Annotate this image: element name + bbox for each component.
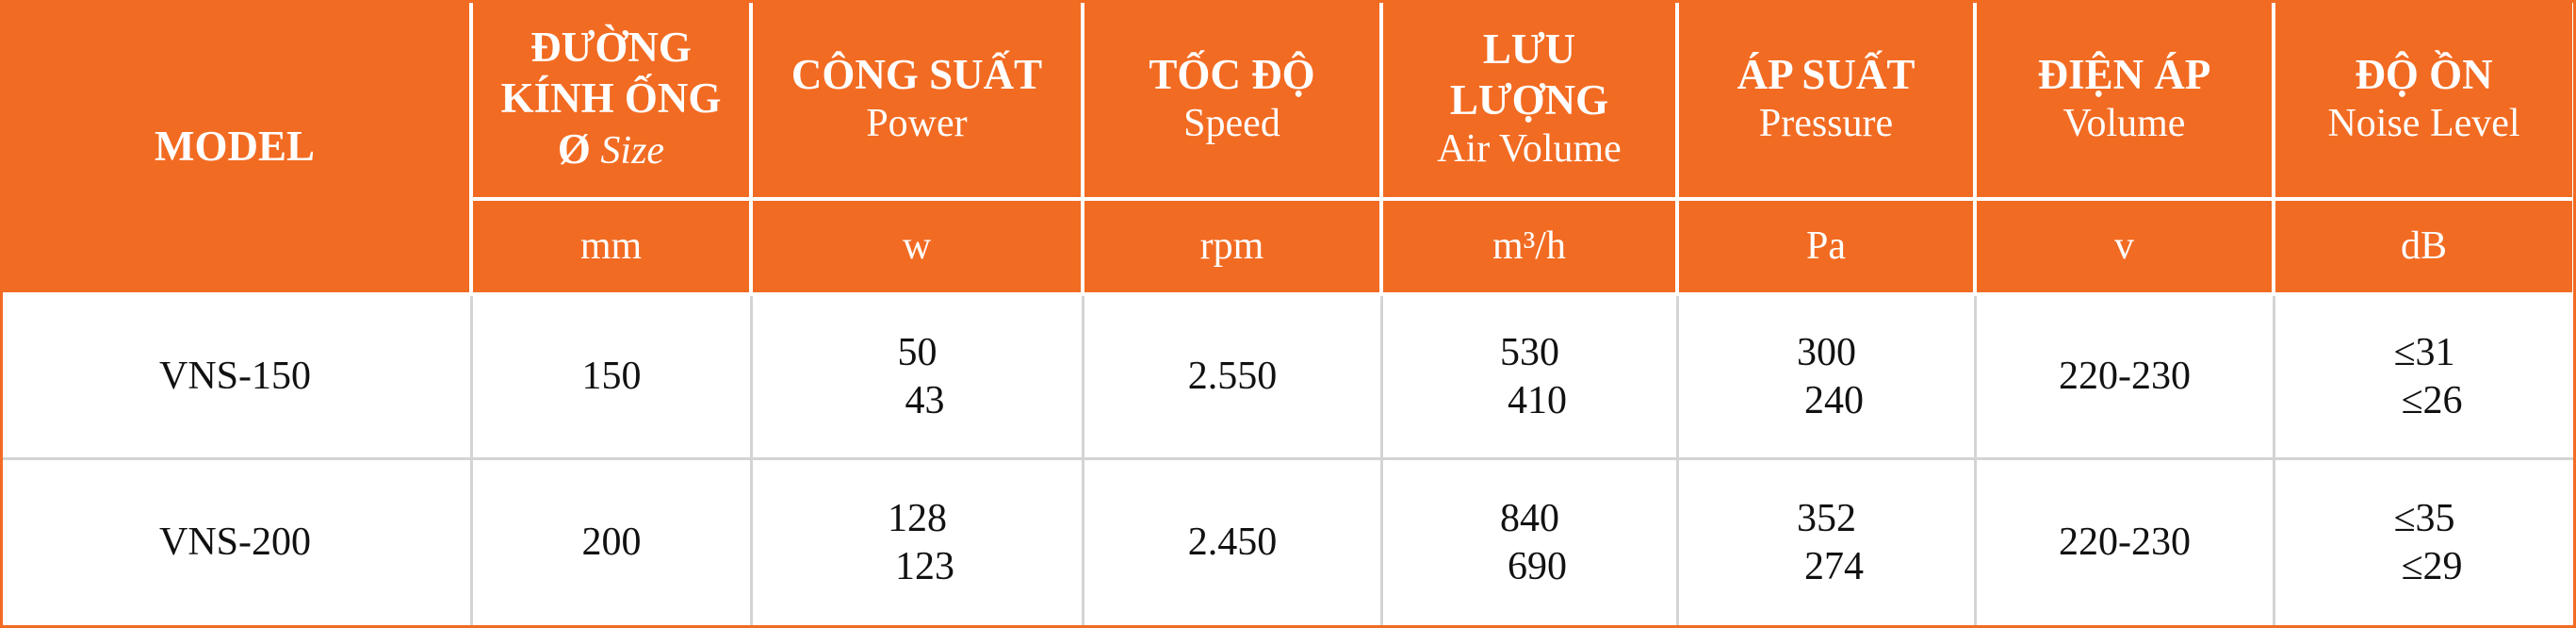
header-subtitle: Air Volume — [1437, 127, 1622, 172]
unit: Pa — [1806, 224, 1846, 269]
unit: m³/h — [1492, 224, 1566, 269]
unit-cell: m³/h — [1383, 201, 1679, 296]
data-cell: 50 43 — [753, 296, 1084, 460]
cell-value: ≤29 — [2401, 544, 2463, 588]
header-subtitle: Speed — [1183, 102, 1280, 146]
data-cell: 200 — [473, 460, 753, 628]
cell-value: 50 — [897, 331, 937, 375]
unit-cell: rpm — [1084, 201, 1383, 296]
cell-value: 690 — [1508, 544, 1567, 588]
cell-value: 840 — [1500, 497, 1559, 541]
data-cell: VNS-150 — [0, 296, 473, 460]
cell-value: 123 — [895, 544, 954, 588]
cell-value: 220-230 — [2059, 521, 2191, 565]
header-subtitle-line: Air Volume — [1437, 125, 1622, 173]
header-subtitle: Pressure — [1758, 102, 1894, 146]
space — [591, 129, 601, 173]
header-subtitle: Volume — [2062, 102, 2186, 146]
data-cell: 530 410 — [1383, 296, 1679, 460]
header-subtitle: Size — [600, 129, 665, 174]
data-cell: 300 240 — [1679, 296, 1977, 460]
unit: rpm — [1199, 224, 1264, 269]
cell-value: VNS-150 — [158, 355, 311, 399]
unit-cell: Pa — [1679, 201, 1977, 296]
header-symbol: Ø — [557, 125, 591, 174]
header-title: CÔNG SUẤT — [791, 51, 1043, 99]
data-cell: 2.550 — [1084, 296, 1383, 460]
data-cell: 128 123 — [753, 460, 1084, 628]
cell-value: 352 — [1797, 497, 1856, 541]
unit: w — [902, 224, 932, 269]
header-subtitle-line: Noise Level — [2327, 100, 2519, 147]
header-cell: MODEL — [0, 0, 473, 296]
header-subtitle: Noise Level — [2327, 102, 2520, 146]
cell-value: ≤26 — [2401, 378, 2463, 422]
header-cell: CÔNG SUẤT Power — [753, 0, 1084, 201]
header-cell: ĐIỆN ÁP Volume — [1977, 0, 2275, 201]
data-cell: 840 690 — [1383, 460, 1679, 628]
header-title: ĐỘ ỒN — [2355, 51, 2493, 99]
header-subtitle: Power — [866, 102, 968, 146]
unit-cell: dB — [2275, 201, 2576, 296]
unit-cell: w — [753, 201, 1084, 296]
header-cell: ĐƯỜNG KÍNH ỐNG Ø Size — [473, 0, 753, 201]
unit: mm — [579, 224, 643, 269]
header-subtitle-line: Power — [866, 100, 967, 147]
header-subtitle-line: Speed — [1183, 100, 1280, 147]
cell-value: 2.450 — [1187, 521, 1278, 565]
cell-value: 150 — [581, 355, 642, 399]
data-cell: 220-230 — [1977, 460, 2275, 628]
cell-value: 530 — [1500, 331, 1559, 375]
cell-value: 220-230 — [2059, 355, 2191, 399]
cell-value: VNS-200 — [158, 521, 311, 565]
header-subtitle-line: Ø Size — [558, 124, 664, 174]
unit-cell: mm — [473, 201, 753, 296]
header-title: LƯỢNG — [1449, 76, 1609, 124]
cell-value: ≤31 — [2393, 331, 2455, 375]
header-title: TỐC ĐỘ — [1149, 51, 1315, 99]
header-cell: LƯU LƯỢNG Air Volume — [1383, 0, 1679, 201]
header-title: KÍNH ỐNG — [500, 74, 722, 123]
cell-value: 128 — [888, 497, 947, 541]
data-cell: VNS-200 — [0, 460, 473, 628]
cell-value: ≤35 — [2393, 497, 2455, 541]
data-cell: 2.450 — [1084, 460, 1383, 628]
unit-cell: v — [1977, 201, 2275, 296]
header-cell: TỐC ĐỘ Speed — [1084, 0, 1383, 201]
header-title: MODEL — [154, 123, 315, 170]
data-cell: 220-230 — [1977, 296, 2275, 460]
cell-value: 300 — [1797, 331, 1856, 375]
header-cell: ÁP SUẤT Pressure — [1679, 0, 1977, 201]
header-title: ĐƯỜNG — [530, 24, 692, 72]
data-cell: ≤35 ≤29 — [2275, 460, 2576, 628]
cell-value: 240 — [1804, 378, 1864, 422]
cell-value: 2.550 — [1187, 355, 1278, 399]
cell-value: 200 — [581, 521, 642, 565]
data-cell: 352 274 — [1679, 460, 1977, 628]
cell-value: 43 — [905, 378, 945, 422]
header-subtitle-line: Volume — [2063, 100, 2186, 147]
header-subtitle-line: Pressure — [1759, 100, 1893, 147]
header-title: ÁP SUẤT — [1736, 51, 1916, 99]
header-cell: ĐỘ ỒN Noise Level — [2275, 0, 2576, 201]
unit: v — [2114, 224, 2134, 269]
data-cell: 150 — [473, 296, 753, 460]
unit: dB — [2400, 224, 2447, 269]
data-cell: ≤31 ≤26 — [2275, 296, 2576, 460]
cell-value: 410 — [1508, 378, 1567, 422]
header-title: LƯU — [1482, 25, 1576, 74]
header-title: ĐIỆN ÁP — [2037, 51, 2211, 99]
cell-value: 274 — [1804, 544, 1864, 588]
